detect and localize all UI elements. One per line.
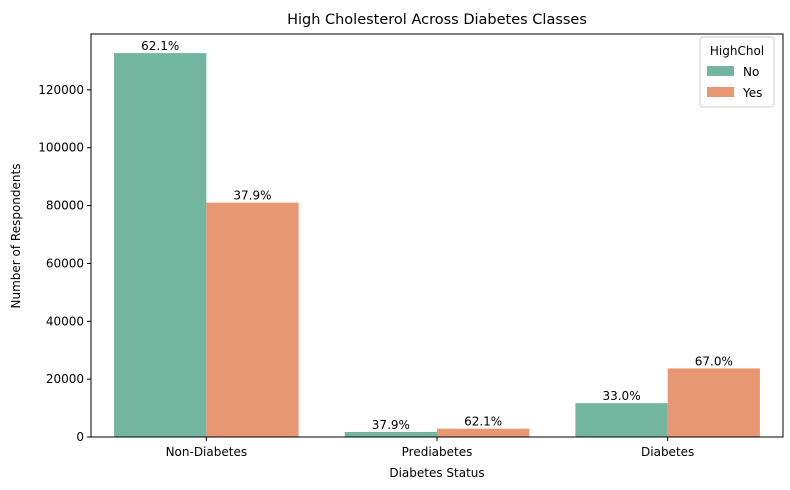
y-axis-label: Number of Respondents (9, 164, 23, 309)
bar-value-label: 62.1% (464, 415, 502, 429)
bar-yes-2 (667, 368, 760, 437)
y-tick-label: 0 (76, 430, 84, 444)
plot-area: 62.1% 37.9% 33.0% 37.9% 62.1% 67.0% 0 20000 4000… (38, 33, 784, 459)
bar-no-1 (344, 431, 437, 437)
legend-label-no: No (743, 65, 759, 79)
bar-no-2 (575, 403, 668, 437)
bar-no-0 (114, 53, 207, 437)
y-tick-label: 20000 (46, 372, 84, 386)
chart-title: High Cholesterol Across Diabetes Classes (287, 12, 587, 28)
x-tick-label: Diabetes (641, 445, 694, 459)
legend-swatch-no (707, 66, 734, 76)
bar-yes-0 (206, 202, 299, 437)
bar-value-label: 37.9% (372, 418, 410, 432)
legend-title: HighChol (710, 44, 764, 58)
y-tick-label: 80000 (46, 199, 84, 213)
legend-label-yes: Yes (742, 86, 762, 100)
legend: HighChol No Yes (699, 36, 775, 108)
x-axis-label: Diabetes Status (389, 466, 484, 480)
y-tick-label: 40000 (46, 314, 84, 328)
bar-value-label: 67.0% (695, 354, 733, 368)
bar-value-label: 37.9% (233, 189, 271, 203)
y-tick-label: 60000 (46, 256, 84, 270)
x-tick-label: Prediabetes (402, 445, 473, 459)
y-tick-label: 100000 (38, 141, 84, 155)
bar-yes-1 (437, 428, 530, 437)
x-tick-label: Non-Diabetes (166, 445, 248, 459)
y-tick-label: 120000 (38, 83, 84, 97)
bar-value-label: 62.1% (141, 39, 179, 53)
axes-frame (90, 33, 784, 438)
bar-value-label: 33.0% (602, 389, 640, 403)
legend-swatch-yes (707, 87, 734, 97)
